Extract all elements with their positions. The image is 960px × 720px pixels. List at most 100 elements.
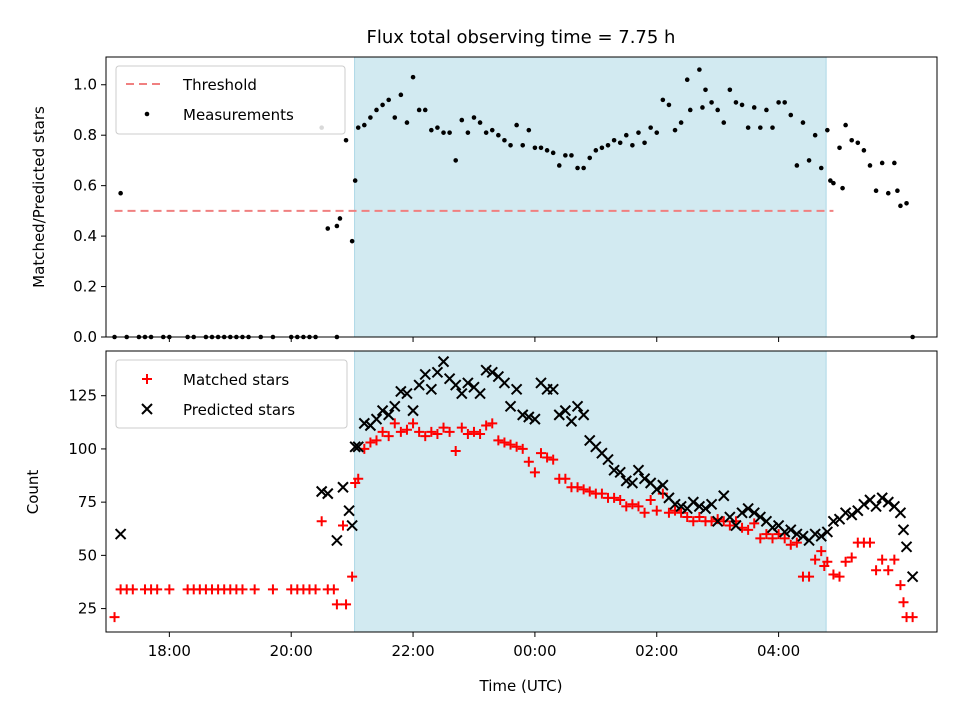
measurement-point [337, 216, 343, 221]
measurement-point [617, 140, 623, 146]
measurement-point [496, 132, 501, 138]
predicted-star-point [736, 507, 748, 519]
measurement-point [605, 142, 611, 148]
matched-star-point [755, 533, 766, 544]
matched-star-point [694, 512, 705, 523]
measurement-point [660, 97, 666, 103]
measurement-point [751, 105, 757, 110]
bottom-axes-frame [105, 350, 938, 633]
matched-star-point [615, 495, 626, 506]
matched-star-point [395, 426, 406, 437]
matched-star-point [316, 516, 327, 527]
matched-star-point [895, 580, 906, 591]
matched-star-point [828, 569, 839, 580]
matched-star-point [164, 584, 175, 595]
measurement-point [563, 153, 568, 158]
measurement-point [593, 148, 599, 153]
predicted-star-point [651, 483, 663, 496]
measurement-point [895, 188, 900, 193]
predicted-star-point [791, 528, 803, 540]
matched-star-point [889, 554, 900, 565]
measurement-point [709, 100, 714, 105]
measurement-point [550, 150, 556, 156]
measurement-point [380, 102, 385, 108]
measurement-point [465, 130, 471, 135]
measurement-point [898, 203, 903, 209]
matched-star-point [365, 437, 376, 448]
predicted-star-point [389, 400, 401, 413]
measurement-point [794, 163, 800, 168]
bottom-y-tick-label: 125 [68, 387, 97, 405]
measurement-point [471, 115, 477, 120]
measurement-point [374, 107, 379, 113]
top-y-tick-label: 1.0 [73, 76, 97, 94]
predicted-star-point [382, 409, 395, 421]
x-tick-label: 04:00 [757, 642, 800, 660]
measurement-point [581, 165, 586, 171]
matched-star-point [596, 488, 607, 499]
measurement-point [410, 74, 416, 80]
predicted-star-point [349, 441, 361, 453]
predicted-star-point [419, 368, 431, 381]
matched-star-point [584, 486, 595, 497]
legend-threshold-label: Threshold [182, 76, 257, 94]
matched-star-point [432, 429, 443, 440]
matched-star-point [420, 431, 431, 442]
measurement-point [325, 226, 331, 231]
matched-star-point [846, 552, 857, 563]
predicted-star-point [894, 507, 907, 519]
legend-measurements-label: Measurements [183, 106, 294, 124]
predicted-star-point [632, 464, 645, 476]
predicted-star-point [742, 502, 754, 515]
top-y-tick-label: 0.2 [73, 278, 97, 296]
measurement-point [611, 137, 617, 143]
predicted-star-point [462, 377, 474, 389]
measurement-point [684, 77, 690, 83]
predicted-star-point [705, 498, 718, 510]
matched-star-point [718, 516, 729, 527]
predicted-star-point [343, 504, 355, 517]
predicted-star-point [906, 570, 919, 583]
measurement-point [343, 137, 349, 143]
measurement-point [520, 142, 526, 148]
matched-star-point [834, 571, 845, 582]
measurement-point [514, 122, 519, 128]
predicted-star-point [882, 496, 894, 508]
legend-measurements-swatch [144, 111, 150, 117]
predicted-star-point [517, 409, 529, 421]
predicted-star-point [571, 400, 584, 413]
measurement-point [703, 87, 708, 93]
measurement-point [368, 115, 373, 120]
matched-star-point [907, 612, 918, 623]
predicted-star-point [437, 355, 450, 368]
predicted-star-point [693, 500, 706, 513]
measurement-point [538, 145, 544, 151]
matched-star-point [688, 516, 699, 527]
measurement-point [502, 137, 507, 143]
matched-star-point [328, 584, 339, 595]
matched-star-point [864, 537, 875, 548]
matched-star-point [572, 482, 583, 493]
measurement-point [636, 130, 641, 135]
predicted-star-point [711, 515, 724, 528]
measurement-point [849, 137, 855, 143]
predicted-star-point [657, 479, 669, 491]
matched-star-point [462, 429, 473, 440]
measurement-point [666, 102, 672, 108]
matched-star-point [487, 418, 498, 429]
predicted-star-point [449, 379, 462, 391]
measurement-point [575, 165, 580, 171]
matched-star-point [331, 599, 342, 610]
measurement-point [812, 132, 818, 138]
measurement-point [828, 178, 833, 183]
matched-star-point [152, 584, 163, 595]
bottom-y-tick-label: 25 [78, 600, 97, 618]
matched-star-point [267, 584, 278, 595]
predicted-star-point [431, 366, 444, 378]
measurement-point [532, 145, 538, 151]
matched-star-point [548, 454, 559, 465]
measurement-point [441, 130, 446, 135]
predicted-star-point [547, 383, 559, 396]
measurement-point [818, 165, 824, 171]
